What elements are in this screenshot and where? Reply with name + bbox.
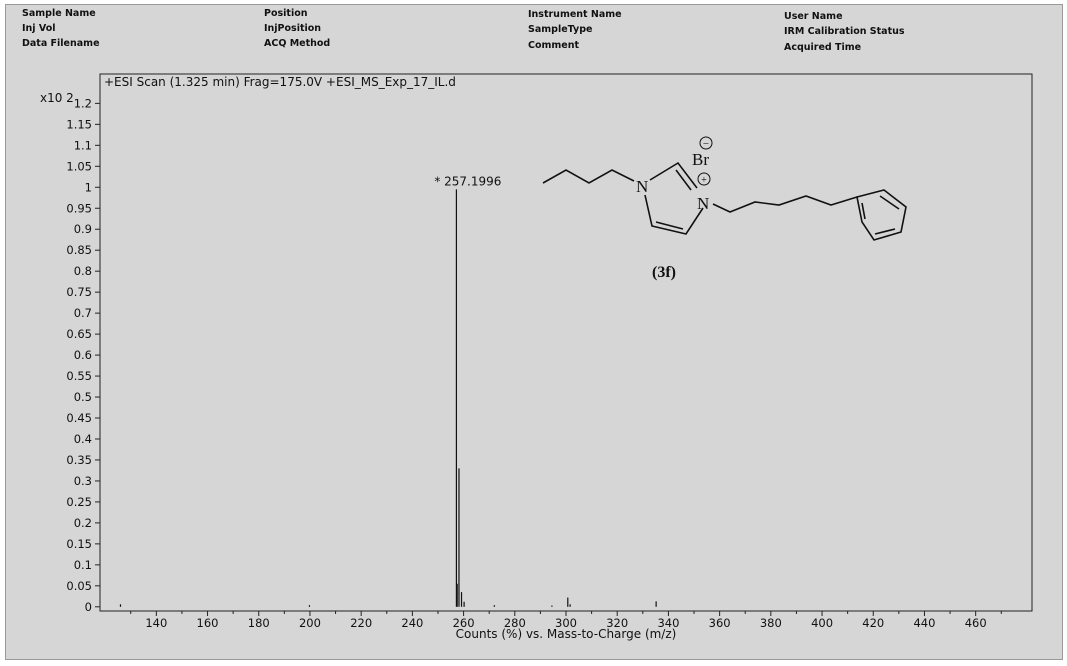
- header-irm-calibration-status: IRM Calibration Status: [784, 26, 905, 37]
- x-tick-label: 280: [504, 616, 526, 630]
- y-tick-label: 0.7: [74, 306, 92, 320]
- butyl-chain: [542, 169, 635, 184]
- header-data-filename: Data Filename: [22, 38, 100, 49]
- y-tick-label: 1: [85, 180, 92, 194]
- x-tick-label: 240: [401, 616, 423, 630]
- peak-annotation: * 257.1996: [434, 174, 501, 188]
- plot-area: [99, 73, 1033, 612]
- y-tick-label: 0.45: [66, 411, 92, 425]
- header-position: Position: [264, 8, 308, 19]
- y-tick-label: 0.8: [74, 264, 92, 278]
- x-tick-label: 380: [760, 616, 782, 630]
- y-tick-label: 0.95: [66, 201, 92, 215]
- minus-sign: −: [703, 138, 709, 150]
- ring-double-bond-upper: [675, 169, 692, 191]
- chart-title: +ESI Scan (1.325 min) Frag=175.0V +ESI_M…: [104, 75, 456, 89]
- y-tick-label: 0.25: [66, 495, 92, 509]
- x-tick-label: 180: [248, 616, 270, 630]
- y-tick-label: 1.1: [74, 138, 92, 152]
- nitrogen-atom-2: N: [697, 194, 709, 213]
- x-tick-label: 460: [965, 616, 987, 630]
- tick-marks: 0 0.05 0.1 0.15 0.2 0.25 0.3 0.35 0.4 0.45 0.5 0.55…: [66, 96, 1002, 630]
- chemical-structure: [542, 136, 907, 241]
- benzene-ring: [856, 189, 907, 241]
- header-acq-method: ACQ Method: [264, 38, 331, 49]
- y-tick-label: 0.2: [74, 516, 92, 530]
- y-tick-label: 0.4: [74, 432, 92, 446]
- bromide-atom: Br: [692, 150, 709, 169]
- benzene-double-bond-1: [879, 195, 900, 210]
- benzene-double-bond-3: [861, 202, 866, 220]
- x-tick-label: 160: [197, 616, 219, 630]
- imidazolium-ring-upper: [649, 161, 698, 189]
- y-tick-label: 0.15: [66, 537, 92, 551]
- x-tick-label: 220: [350, 616, 372, 630]
- compound-label: (3f): [652, 264, 676, 281]
- header-acquired-time: Acquired Time: [784, 42, 862, 53]
- y-tick-label: 0.9: [74, 222, 92, 236]
- y-tick-label: 1.15: [66, 117, 92, 131]
- x-tick-label: 140: [145, 616, 167, 630]
- cation-charge-circle: [697, 172, 711, 186]
- imidazolium-ring-lower: [644, 194, 704, 235]
- x-tick-label: 400: [811, 616, 833, 630]
- ring-double-bond: [655, 221, 684, 230]
- y-tick-label: 0.3: [74, 474, 92, 488]
- y-tick-label: 0.85: [66, 243, 92, 257]
- x-tick-label: 340: [657, 616, 679, 630]
- peak-series: * 257.1996: [119, 174, 657, 607]
- x-axis-label: Counts (%) vs. Mass-to-Charge (m/z): [456, 627, 677, 641]
- y-tick-label: 0: [85, 600, 92, 614]
- header-inj-position: InjPosition: [264, 23, 322, 34]
- header-sample-type: SampleType: [528, 24, 593, 35]
- header-comment: Comment: [528, 40, 580, 51]
- y-tick-label: 1.05: [66, 159, 92, 173]
- header-user-name: User Name: [784, 11, 843, 22]
- y-tick-label: 0.75: [66, 285, 92, 299]
- y-tick-label: 0.05: [66, 579, 92, 593]
- nitrogen-atom-1: N: [636, 177, 648, 196]
- x-tick-label: 260: [453, 616, 475, 630]
- y-tick-label: 0.35: [66, 453, 92, 467]
- x-tick-label: 440: [913, 616, 935, 630]
- x-tick-label: 360: [709, 616, 731, 630]
- y-tick-label: 0.6: [74, 348, 92, 362]
- header-instrument-name: Instrument Name: [528, 9, 622, 20]
- anion-charge-circle: [699, 136, 713, 150]
- y-multiplier-label: x10 2: [40, 91, 74, 105]
- x-tick-label: 200: [299, 616, 321, 630]
- y-tick-label: 0.65: [66, 327, 92, 341]
- header-inj-vol: Inj Vol: [22, 23, 56, 34]
- plus-sign: +: [701, 175, 707, 186]
- axes: [99, 73, 1033, 612]
- x-tick-label: 420: [862, 616, 884, 630]
- header-sample-name: Sample Name: [22, 8, 96, 19]
- y-tick-label: 1.2: [74, 96, 92, 110]
- x-tick-label: 320: [606, 616, 628, 630]
- y-tick-label: 0.5: [74, 390, 92, 404]
- benzene-double-bond-2: [874, 228, 896, 235]
- x-tick-label: 300: [555, 616, 577, 630]
- y-tick-label: 0.55: [66, 369, 92, 383]
- phenylbutyl-chain: [712, 195, 858, 213]
- y-tick-label: 0.1: [74, 558, 92, 572]
